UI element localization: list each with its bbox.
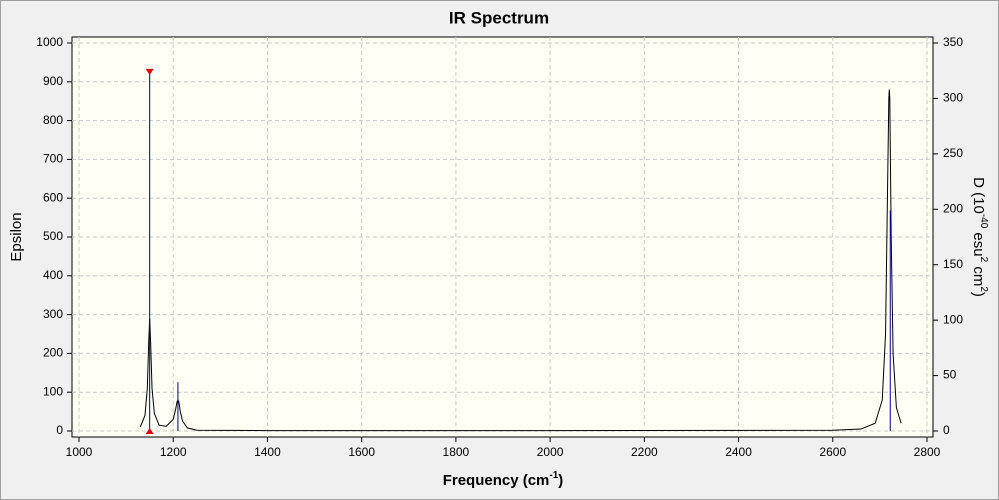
label-part: cm	[970, 262, 987, 286]
y2-axis-label: D (10-40 esu2 cm2)	[970, 177, 989, 297]
x-tick-label: 2600	[819, 445, 846, 459]
selection-marker	[145, 428, 154, 434]
selection-marker	[145, 68, 154, 75]
y2-tick-label: 0	[943, 423, 950, 437]
chart-title: IR Spectrum	[449, 8, 549, 27]
label-part: esu	[970, 228, 987, 256]
y2-tick-label: 250	[943, 146, 963, 160]
y-tick-label: 200	[43, 346, 63, 360]
spectrum-line	[139, 89, 902, 432]
x-tick-label: 2200	[631, 445, 658, 459]
y2-tick-label: 100	[943, 312, 963, 326]
x-tick-label: 1000	[66, 445, 93, 459]
y-tick-label: 800	[43, 113, 63, 127]
x-tick-label: 1800	[443, 445, 470, 459]
y-tick-label: 0	[56, 423, 63, 437]
label-part: 2	[978, 257, 989, 263]
y2-tick-label: 150	[943, 257, 963, 271]
y-tick-label: 1000	[36, 35, 63, 49]
x-tick-label: 1400	[254, 445, 281, 459]
y2-tick-label: 300	[943, 91, 963, 105]
label-part: )	[970, 292, 987, 297]
label-part: )	[558, 472, 563, 489]
x-tick-label: 2400	[725, 445, 752, 459]
x-axis-label: Frequency (cm-1)	[443, 470, 564, 489]
y-tick-label: 400	[43, 268, 63, 282]
label-part: 2	[978, 286, 989, 292]
label-part: Frequency (cm	[443, 472, 550, 489]
y2-tick-label: 350	[943, 35, 963, 49]
y-tick-label: 700	[43, 152, 63, 166]
label-part: -1	[549, 470, 558, 481]
y2-tick-label: 50	[943, 368, 957, 382]
label-part: -40	[978, 214, 989, 229]
y-tick-label: 900	[43, 74, 63, 88]
y-tick-label: 100	[43, 384, 63, 398]
label-part: D (10	[970, 177, 987, 214]
y-tick-label: 600	[43, 190, 63, 204]
x-tick-label: 2800	[914, 445, 941, 459]
y-tick-label: 500	[43, 229, 63, 243]
y-axis-label: Epsilon	[8, 212, 25, 261]
x-tick-label: 1200	[160, 445, 187, 459]
x-tick-label: 1600	[348, 445, 375, 459]
y2-tick-label: 200	[943, 201, 963, 215]
y-tick-label: 300	[43, 307, 63, 321]
x-tick-label: 2000	[537, 445, 564, 459]
